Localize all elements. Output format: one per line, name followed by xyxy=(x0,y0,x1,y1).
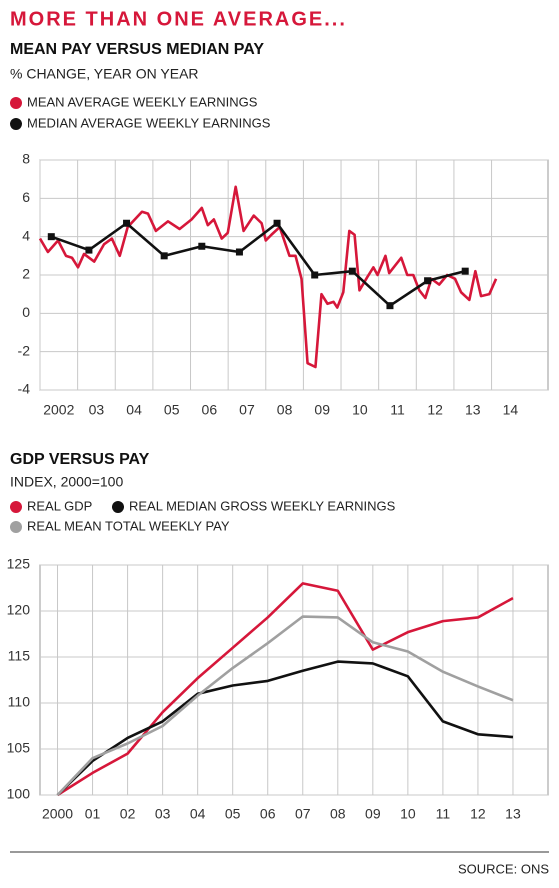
legend-swatch xyxy=(10,521,22,533)
x-tick-label: 10 xyxy=(352,402,368,418)
page-title: MORE THAN ONE AVERAGE... xyxy=(10,8,347,30)
legend-swatch xyxy=(112,501,124,513)
x-tick-label: 2002 xyxy=(43,402,74,418)
source: SOURCE: ONS xyxy=(458,861,549,876)
x-tick-label: 07 xyxy=(295,806,311,822)
y-tick-label: 105 xyxy=(7,740,31,756)
point-marker xyxy=(311,271,319,279)
x-tick-label: 01 xyxy=(85,806,101,822)
point-marker xyxy=(348,267,356,275)
legend-label: REAL GDP xyxy=(27,498,92,513)
point-marker xyxy=(461,267,469,275)
x-tick-label: 05 xyxy=(225,806,241,822)
y-tick-label: 0 xyxy=(22,304,30,320)
x-tick-label: 14 xyxy=(503,402,519,418)
y-tick-label: -2 xyxy=(18,342,31,358)
y-tick-label: 8 xyxy=(22,151,30,167)
legend-label: REAL MEDIAN GROSS WEEKLY EARNINGS xyxy=(129,498,396,513)
x-tick-label: 2000 xyxy=(42,806,73,822)
x-tick-label: 05 xyxy=(164,402,180,418)
x-tick-label: 04 xyxy=(190,806,206,822)
x-tick-label: 11 xyxy=(390,402,405,418)
chart-title: GDP VERSUS PAY xyxy=(10,451,150,468)
y-tick-label: 100 xyxy=(7,786,31,802)
legend-label: MEDIAN AVERAGE WEEKLY EARNINGS xyxy=(27,115,271,130)
y-tick-label: 125 xyxy=(7,556,31,572)
series-line xyxy=(56,660,514,796)
legend-swatch xyxy=(10,97,22,109)
x-tick-label: 13 xyxy=(465,402,481,418)
y-tick-label: 110 xyxy=(8,694,31,710)
point-marker xyxy=(47,233,55,241)
y-tick-label: 120 xyxy=(7,602,31,618)
chart-subtitle: % CHANGE, YEAR ON YEAR xyxy=(10,66,199,82)
x-tick-label: 03 xyxy=(89,402,105,418)
point-marker xyxy=(424,277,432,285)
x-tick-label: 04 xyxy=(126,402,142,418)
chart-subtitle: INDEX, 2000=100 xyxy=(10,474,123,490)
point-marker xyxy=(235,248,243,256)
y-tick-label: -4 xyxy=(18,381,31,397)
x-tick-label: 10 xyxy=(400,806,416,822)
x-tick-label: 11 xyxy=(436,806,451,822)
legend-swatch xyxy=(10,501,22,513)
y-tick-label: 2 xyxy=(22,266,30,282)
x-tick-label: 06 xyxy=(260,806,276,822)
series-line xyxy=(38,185,498,369)
point-marker xyxy=(198,242,206,250)
point-marker xyxy=(386,302,394,310)
x-tick-label: 07 xyxy=(239,402,255,418)
x-tick-label: 09 xyxy=(365,806,381,822)
y-tick-label: 4 xyxy=(22,227,30,243)
point-marker xyxy=(123,219,131,227)
legend-label: REAL MEAN TOTAL WEEKLY PAY xyxy=(27,518,230,533)
x-tick-label: 12 xyxy=(427,402,443,418)
legend-swatch xyxy=(10,118,22,130)
y-tick-label: 115 xyxy=(8,648,31,664)
legend-label: MEAN AVERAGE WEEKLY EARNINGS xyxy=(27,94,258,109)
point-marker xyxy=(273,219,281,227)
point-marker xyxy=(85,246,93,254)
point-marker xyxy=(160,252,168,260)
series-line xyxy=(56,615,514,796)
x-tick-label: 06 xyxy=(202,402,218,418)
chart-title: MEAN PAY VERSUS MEDIAN PAY xyxy=(10,41,264,58)
x-tick-label: 02 xyxy=(120,806,136,822)
x-tick-label: 13 xyxy=(505,806,521,822)
x-tick-label: 09 xyxy=(314,402,330,418)
y-tick-label: 6 xyxy=(22,189,30,205)
x-tick-label: 03 xyxy=(155,806,171,822)
x-tick-label: 12 xyxy=(470,806,486,822)
series-line xyxy=(56,582,514,797)
x-tick-label: 08 xyxy=(277,402,293,418)
series-line xyxy=(50,221,466,307)
x-tick-label: 08 xyxy=(330,806,346,822)
